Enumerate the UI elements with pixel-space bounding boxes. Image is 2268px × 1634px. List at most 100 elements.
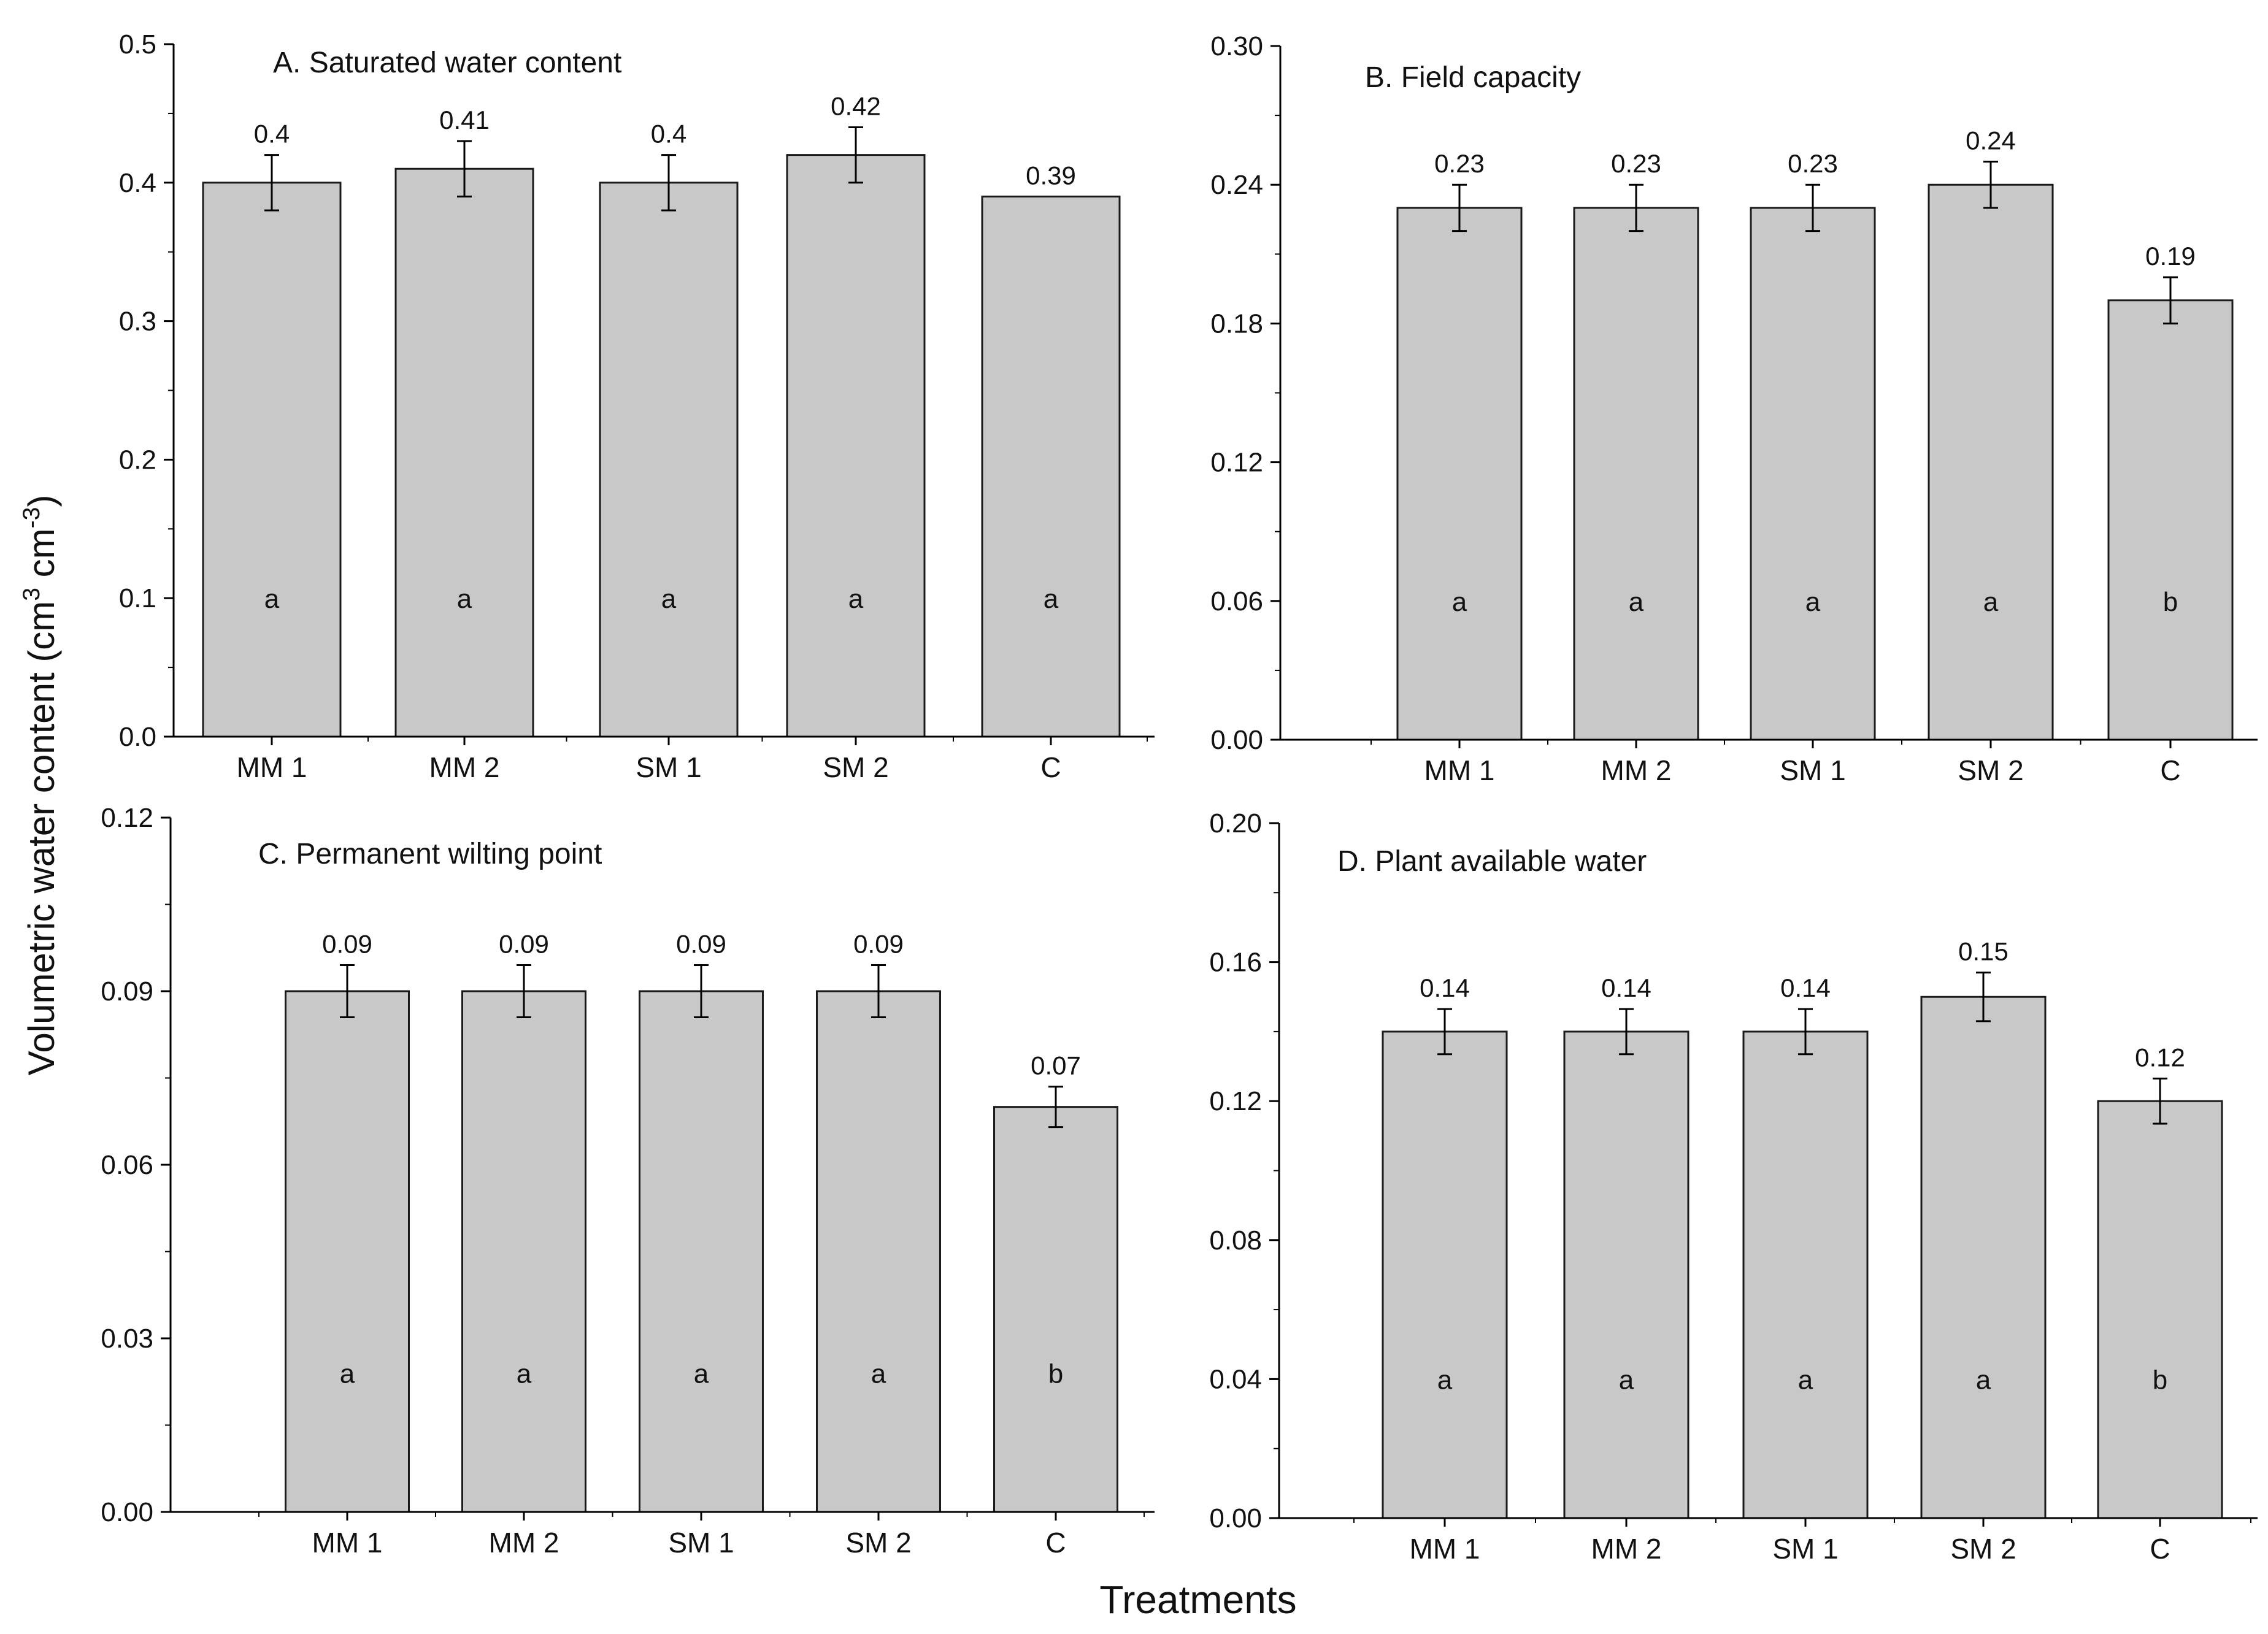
y-axis-label: Volumetric water content (cm3 cm-3) xyxy=(18,495,62,1076)
x-tick-label-5: C xyxy=(2160,754,2180,786)
value-label-3: 0.23 xyxy=(1788,149,1838,178)
x-tick-label-2: MM 2 xyxy=(489,1527,559,1559)
bar-1 xyxy=(1396,207,1523,741)
significance-letter-5: b xyxy=(1048,1359,1063,1389)
y-tick-label-5: 0.16 xyxy=(1209,948,1262,978)
value-label-4: 0.42 xyxy=(831,91,881,120)
significance-letter-3: a xyxy=(1798,1365,1813,1395)
value-label-2: 0.41 xyxy=(439,105,490,134)
panel-c-permanent-wilting-point: 0.09 a MM 1 0.09 a MM 2 0.09 a SM 1 0.09 a SM 2 0.07… xyxy=(101,803,1155,1559)
y-tick-label-2: 0.04 xyxy=(1209,1364,1262,1394)
x-tick-label-2: MM 2 xyxy=(1591,1533,1662,1565)
value-label-5: 0.07 xyxy=(1031,1051,1081,1080)
bar-5 xyxy=(981,195,1121,738)
x-tick-label-4: SM 2 xyxy=(1950,1533,2016,1565)
x-tick-label-5: C xyxy=(1040,751,1061,783)
bar-1 xyxy=(202,182,342,738)
x-tick-label-3: SM 1 xyxy=(1780,754,1845,786)
bar-2 xyxy=(1573,207,1699,741)
bar-1 xyxy=(285,990,410,1513)
value-label-2: 0.09 xyxy=(499,930,549,959)
y-tick-label-5: 0.24 xyxy=(1210,170,1263,200)
significance-letter-1: a xyxy=(264,584,280,614)
significance-letter-2: a xyxy=(1629,587,1644,617)
y-tick-label-4: 0.3 xyxy=(119,307,156,337)
bar-5 xyxy=(993,1106,1118,1513)
panel-a-saturated-water-content: 0.4 a MM 1 0.41 a MM 2 0.4 a SM 1 0.42 a SM 2 0.39 a C… xyxy=(119,29,1155,783)
value-label-5: 0.12 xyxy=(2135,1043,2185,1072)
value-label-1: 0.14 xyxy=(1420,973,1470,1002)
panel-title: C. Permanent wilting point xyxy=(258,838,602,870)
significance-letter-5: b xyxy=(2163,587,2178,617)
x-tick-label-5: C xyxy=(2150,1533,2170,1565)
x-tick-label-1: MM 1 xyxy=(1424,754,1495,786)
bar-5 xyxy=(2097,1100,2223,1519)
significance-letter-5: a xyxy=(1044,584,1059,614)
panel-title: D. Plant available water xyxy=(1337,845,1647,878)
bar-3 xyxy=(1750,207,1876,741)
significance-letter-2: a xyxy=(457,584,472,614)
value-label-1: 0.09 xyxy=(322,930,372,959)
significance-letter-3: a xyxy=(661,584,677,614)
significance-letter-4: a xyxy=(871,1359,886,1389)
x-tick-label-3: SM 1 xyxy=(668,1527,734,1559)
y-tick-label-2: 0.1 xyxy=(119,583,156,613)
x-tick-label-3: SM 1 xyxy=(636,751,701,783)
significance-letter-4: a xyxy=(848,584,864,614)
significance-letter-1: a xyxy=(1452,587,1467,617)
bar-4 xyxy=(1920,995,2047,1519)
x-tick-label-1: MM 1 xyxy=(1410,1533,1480,1565)
x-tick-label-5: C xyxy=(1045,1527,1066,1559)
x-tick-label-2: MM 2 xyxy=(429,751,500,783)
bar-5 xyxy=(2107,299,2234,741)
x-tick-label-1: MM 1 xyxy=(312,1527,383,1559)
y-tick-label-6: 0.5 xyxy=(119,29,156,59)
value-label-4: 0.15 xyxy=(1958,937,2009,966)
bar-2 xyxy=(394,167,534,738)
y-tick-label-3: 0.12 xyxy=(1210,448,1263,478)
x-tick-label-4: SM 2 xyxy=(823,751,888,783)
y-tick-label-2: 0.03 xyxy=(101,1324,153,1354)
significance-letter-4: a xyxy=(1983,587,1999,617)
value-label-3: 0.14 xyxy=(1780,973,1831,1002)
y-tick-label-1: 0.00 xyxy=(1210,725,1263,755)
y-tick-label-5: 0.12 xyxy=(101,803,153,833)
y-tick-label-6: 0.20 xyxy=(1209,808,1262,838)
value-label-5: 0.19 xyxy=(2145,242,2196,270)
panel-title: B. Field capacity xyxy=(1365,61,1581,94)
significance-letter-1: a xyxy=(340,1359,355,1389)
y-tick-label-6: 0.30 xyxy=(1210,31,1263,61)
y-tick-label-1: 0.00 xyxy=(1209,1503,1262,1533)
panel-b-field-capacity: 0.23 a MM 1 0.23 a MM 2 0.23 a SM 1 0.24 a SM 2 0.19… xyxy=(1210,31,2258,786)
bar-2 xyxy=(1563,1030,1689,1519)
value-label-2: 0.14 xyxy=(1601,973,1651,1002)
y-tick-label-4: 0.12 xyxy=(1209,1086,1262,1116)
significance-letter-2: a xyxy=(517,1359,532,1389)
value-label-1: 0.4 xyxy=(254,120,290,148)
bar-4 xyxy=(816,990,941,1513)
y-tick-label-5: 0.4 xyxy=(119,168,156,198)
x-tick-label-2: MM 2 xyxy=(1601,754,1672,786)
significance-letter-2: a xyxy=(1619,1365,1634,1395)
bar-4 xyxy=(1928,183,2054,741)
y-tick-label-1: 0.00 xyxy=(101,1497,153,1527)
value-label-4: 0.09 xyxy=(853,930,904,959)
x-tick-label-3: SM 1 xyxy=(1772,1533,1838,1565)
x-axis-label: Treatments xyxy=(1099,1578,1296,1622)
x-tick-label-4: SM 2 xyxy=(845,1527,911,1559)
y-tick-label-1: 0.0 xyxy=(119,722,156,752)
bar-3 xyxy=(639,990,764,1513)
significance-letter-1: a xyxy=(1437,1365,1453,1395)
value-label-2: 0.23 xyxy=(1611,149,1661,178)
significance-letter-5: b xyxy=(2153,1365,2167,1395)
y-tick-label-3: 0.2 xyxy=(119,445,156,475)
value-label-3: 0.09 xyxy=(676,930,726,959)
x-tick-label-4: SM 2 xyxy=(1958,754,2023,786)
value-label-3: 0.4 xyxy=(651,120,686,148)
bar-1 xyxy=(1382,1030,1508,1519)
bar-4 xyxy=(786,154,926,738)
y-tick-label-4: 0.09 xyxy=(101,976,153,1007)
value-label-5: 0.39 xyxy=(1026,161,1076,190)
panel-title: A. Saturated water content xyxy=(273,47,621,79)
